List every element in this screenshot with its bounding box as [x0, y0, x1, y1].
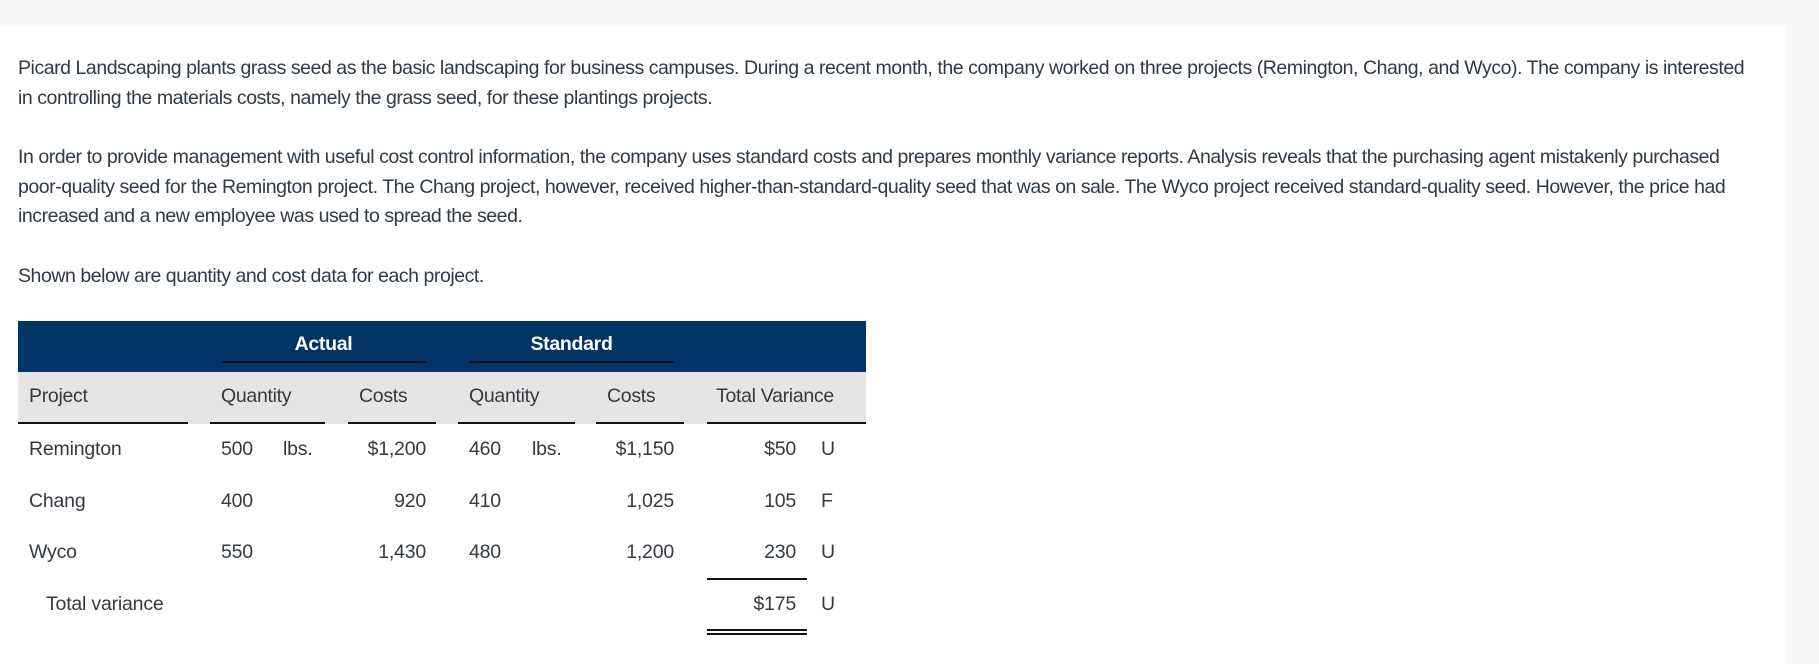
- row-wyco-actual-quantity: 550: [221, 541, 253, 563]
- row-wyco-standard-costs: 1,200: [626, 541, 674, 563]
- problem-paragraph-analysis: In order to provide management with usef…: [18, 146, 1726, 227]
- row-remington-standard-quantity: 460: [469, 438, 501, 460]
- table-column-header-band: [18, 372, 866, 424]
- column-rule-standard-quantity: [458, 422, 575, 424]
- group-header-standard: Standard: [530, 333, 613, 355]
- total-variance-type: U: [821, 593, 835, 615]
- problem-paragraph-intro: Picard Landscaping plants grass seed as …: [18, 57, 1745, 109]
- row-remington-total-variance: $50: [764, 438, 796, 460]
- group-header-actual: Actual: [294, 333, 353, 355]
- column-rule-actual-costs: [348, 422, 436, 424]
- column-header-actual-quantity: Quantity: [221, 385, 292, 407]
- group-header-actual-rule: [221, 361, 426, 363]
- row-remington-standard-costs: $1,150: [615, 438, 675, 460]
- row-chang-variance-type: F: [821, 490, 833, 512]
- table-group-header-band: [18, 321, 866, 372]
- content-panel: Picard Landscaping plants grass seed as …: [0, 26, 1785, 664]
- total-variance-label: Total variance: [46, 593, 164, 615]
- row-chang-standard-costs: 1,025: [626, 490, 674, 512]
- row-remington-standard-unit: lbs.: [532, 438, 562, 460]
- row-chang-standard-quantity: 410: [469, 490, 501, 512]
- column-rule-standard-costs: [596, 422, 684, 424]
- group-header-standard-rule: [469, 361, 674, 363]
- row-remington-variance-type: U: [821, 438, 835, 460]
- total-double-rule-top: [707, 629, 807, 631]
- row-wyco-standard-quantity: 480: [469, 541, 501, 563]
- total-variance-value: $175: [753, 593, 796, 615]
- row-remington-project: Remington: [29, 438, 122, 460]
- column-header-project: Project: [29, 385, 88, 407]
- column-header-actual-costs: Costs: [359, 385, 408, 407]
- variance-data-table: Actual Standard Project Quantity Costs Q…: [18, 321, 866, 651]
- column-header-standard-costs: Costs: [607, 385, 656, 407]
- row-remington-actual-unit: lbs.: [283, 438, 313, 460]
- row-wyco-variance-type: U: [821, 541, 835, 563]
- total-double-rule-bottom: [707, 633, 807, 635]
- row-wyco-actual-costs: 1,430: [378, 541, 426, 563]
- column-header-standard-quantity: Quantity: [469, 385, 540, 407]
- column-rule-project: [18, 422, 188, 424]
- column-header-total-variance: Total Variance: [716, 385, 834, 407]
- column-rule-actual-quantity: [210, 422, 325, 424]
- row-chang-actual-quantity: 400: [221, 490, 253, 512]
- problem-paragraph-data-intro: Shown below are quantity and cost data f…: [18, 265, 484, 287]
- row-wyco-total-variance: 230: [764, 541, 796, 563]
- subtotal-rule: [707, 578, 807, 580]
- column-rule-total-variance: [707, 422, 866, 424]
- row-chang-actual-costs: 920: [394, 490, 426, 512]
- row-remington-actual-costs: $1,200: [367, 438, 427, 460]
- row-chang-project: Chang: [29, 490, 86, 512]
- row-wyco-project: Wyco: [29, 541, 77, 563]
- row-remington-actual-quantity: 500: [221, 438, 253, 460]
- row-chang-total-variance: 105: [764, 490, 796, 512]
